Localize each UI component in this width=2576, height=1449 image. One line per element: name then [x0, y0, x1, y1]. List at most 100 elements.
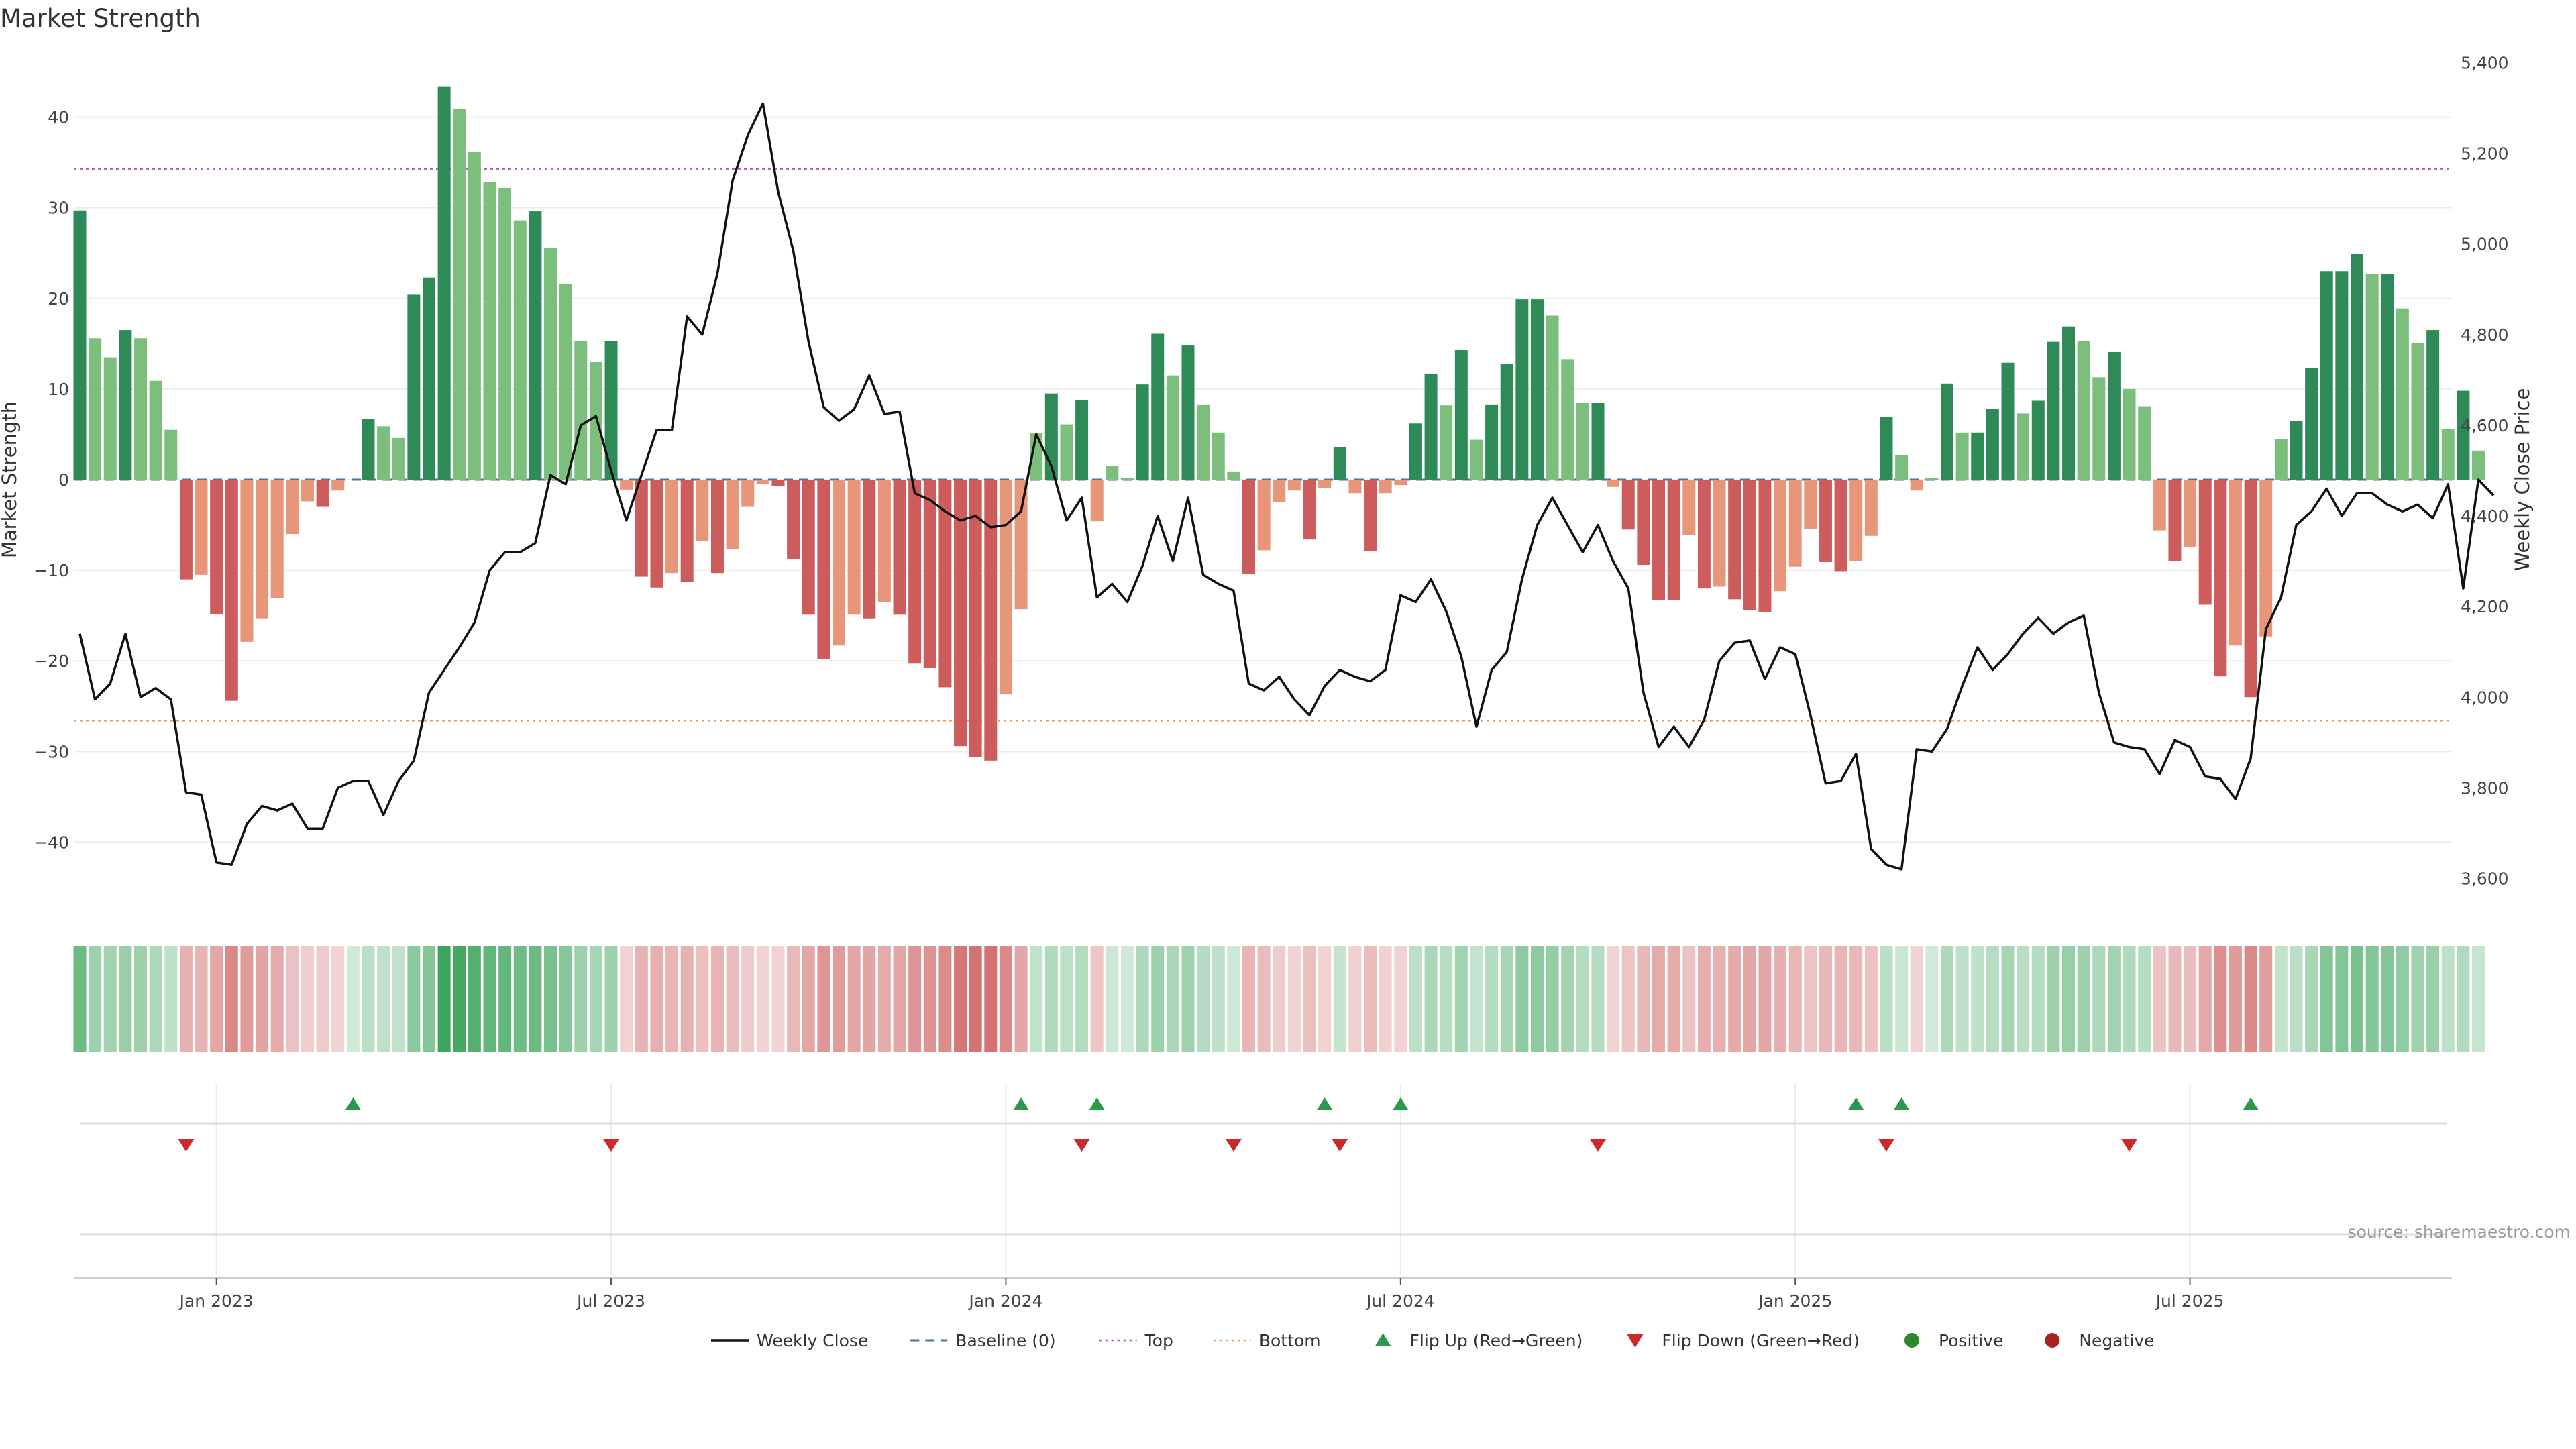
heat-cell	[1273, 946, 1286, 1052]
legend-item: Weekly Close	[711, 1331, 868, 1350]
right-axis-ticks: 5,400 5,200 5,000 4,800 4,600 4,400 4,200 4,000…	[2461, 54, 2509, 889]
heat-cell	[89, 946, 102, 1052]
legend-label: Baseline (0)	[955, 1331, 1055, 1350]
heat-cell	[2365, 946, 2379, 1052]
flip-up-marker	[1013, 1097, 1030, 1110]
strength-bar	[1470, 439, 1483, 480]
heat-cell	[513, 946, 527, 1052]
strength-bar	[483, 182, 496, 480]
strength-bar	[392, 437, 405, 480]
strength-bar	[1925, 478, 1939, 480]
strength-bar	[1774, 480, 1787, 592]
heat-cell	[2092, 946, 2106, 1052]
right-axis-label: Weekly Close Price	[2511, 388, 2534, 572]
strength-bar	[119, 330, 132, 480]
strength-bar	[1136, 384, 1149, 480]
strength-bar	[2184, 480, 2197, 547]
heat-cell	[468, 946, 481, 1052]
heat-cell	[1120, 946, 1134, 1052]
heat-cell	[938, 946, 952, 1052]
right-tick-label: 4,000	[2461, 688, 2509, 707]
flip-down-marker	[603, 1139, 620, 1152]
legend: Weekly Close Baseline (0) Top Bottom Flip Up…	[711, 1331, 2155, 1350]
strength-bar	[2259, 480, 2273, 637]
heat-cell	[453, 946, 466, 1052]
strength-bar	[103, 357, 117, 480]
strength-bar	[1333, 447, 1346, 480]
heat-cell	[2184, 946, 2197, 1052]
heat-cell	[2123, 946, 2136, 1052]
strength-bar	[1303, 480, 1316, 540]
strength-bar	[1561, 359, 1574, 480]
flip-up-marker	[1316, 1097, 1333, 1110]
strength-bar	[1500, 364, 1513, 480]
strength-bar	[863, 480, 876, 619]
strength-bar	[134, 338, 148, 480]
heat-cell	[833, 946, 845, 1052]
heat-cell	[2229, 946, 2242, 1052]
heat-cell	[2305, 946, 2318, 1052]
heat-cell	[908, 946, 922, 1052]
strength-bar	[2001, 362, 2015, 480]
heat-cell	[1530, 946, 1544, 1052]
strength-bar	[2457, 390, 2470, 480]
heat-cell	[1014, 946, 1028, 1052]
strength-bar	[2214, 480, 2227, 677]
heat-cell	[331, 946, 345, 1052]
strength-bar	[1667, 480, 1680, 600]
heat-cell	[2457, 946, 2470, 1052]
heat-cell	[604, 946, 618, 1052]
flip-up-marker	[2243, 1097, 2259, 1110]
strength-bar	[726, 480, 739, 550]
strength-bar	[1986, 409, 1999, 480]
strength-bar	[1652, 480, 1666, 600]
strength-bars	[73, 86, 2485, 761]
heat-cell	[1561, 946, 1574, 1052]
strength-bar	[1166, 375, 1179, 480]
strength-bar	[893, 480, 906, 615]
heat-cell	[1925, 946, 1939, 1052]
strength-bar	[1758, 480, 1772, 612]
legend-label: Flip Up (Red→Green)	[1410, 1331, 1583, 1350]
strength-bar	[2274, 439, 2288, 480]
heat-cell	[1348, 946, 1362, 1052]
strength-bar	[1955, 432, 1969, 480]
flip-markers-panel	[74, 1097, 2452, 1279]
strength-bar	[2077, 341, 2090, 480]
strength-bar	[833, 480, 845, 646]
heat-cell	[1333, 946, 1346, 1052]
heat-cell	[1090, 946, 1104, 1052]
heat-cell	[893, 946, 906, 1052]
strength-bar	[1060, 424, 1073, 480]
strength-bar	[1090, 480, 1104, 522]
heat-cell	[1075, 946, 1089, 1052]
strength-bar	[210, 480, 223, 614]
strength-bar	[1197, 404, 1210, 480]
strength-bar	[2198, 480, 2212, 605]
strength-bar	[2138, 406, 2151, 480]
heat-cell	[1652, 946, 1666, 1052]
heat-cell	[741, 946, 755, 1052]
right-tick-label: 4,800	[2461, 325, 2509, 345]
heat-cell	[2274, 946, 2288, 1052]
left-axis-ticks: 40 30 20 10 0 −10 −20 −30 −40	[34, 108, 69, 853]
strength-bar	[559, 284, 572, 480]
heat-cell	[2047, 946, 2060, 1052]
strength-bar	[938, 480, 952, 688]
flip-up-marker	[1089, 1097, 1106, 1110]
strength-bar	[1348, 480, 1362, 494]
strength-bar	[2305, 368, 2318, 480]
flip-down-marker	[1225, 1139, 1242, 1152]
strength-bar	[1864, 480, 1878, 536]
heat-cell	[1849, 946, 1863, 1052]
heat-cell	[877, 946, 891, 1052]
heat-cell	[2472, 946, 2485, 1052]
right-tick-label: 3,800	[2461, 778, 2509, 798]
strength-bar	[179, 480, 193, 580]
heat-cell	[635, 946, 648, 1052]
heat-cell	[1940, 946, 1953, 1052]
flip-down-marker	[1073, 1139, 1090, 1152]
heat-cell	[2062, 946, 2076, 1052]
legend-swatch-dot	[2045, 1333, 2060, 1348]
heat-cell	[1136, 946, 1149, 1052]
